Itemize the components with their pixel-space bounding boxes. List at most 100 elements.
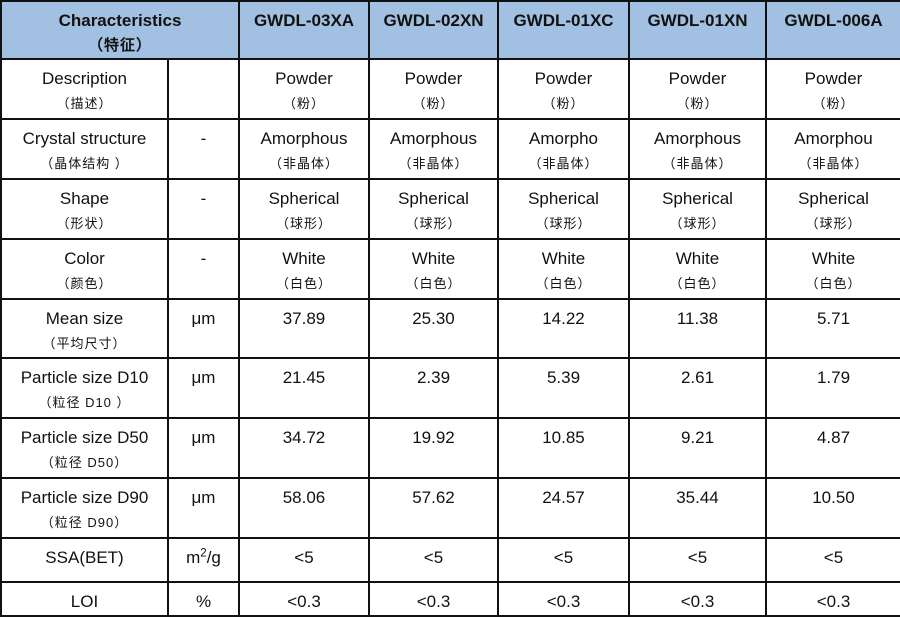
table-row: Shape （形状） - Spherical （球形） Spherical （球形） Sphe… — [0, 177, 900, 240]
value-cell: 9.21 — [628, 417, 767, 480]
value-cell: 19.92 — [368, 417, 499, 480]
value-cell: 24.57 — [497, 477, 630, 539]
value-cell: 34.72 — [238, 417, 370, 480]
value-cell: 25.30 — [368, 297, 499, 360]
table-row: Particle size D90 （粒径 D90） μm 58.06 57.62 24.… — [0, 477, 900, 539]
product-column-label: GWDL-01XN — [647, 11, 748, 30]
value-cell: 10.50 — [765, 477, 900, 539]
row-label-zh: （粒径 D50） — [40, 455, 129, 471]
row-unit-label: - — [200, 188, 207, 208]
value-text: Amorphous — [654, 128, 741, 148]
row-unit-label: μm — [191, 428, 216, 448]
value-text: 34.72 — [282, 428, 326, 448]
row-unit-cell — [167, 58, 240, 120]
value-text: White — [541, 248, 586, 268]
value-text: 10.50 — [812, 488, 855, 508]
row-label-zh: （粒径 D10 ） — [38, 395, 131, 411]
row-label-en: Crystal structure — [22, 128, 147, 148]
value-cell: <5 — [368, 537, 499, 583]
value-text-zh: （非晶体） — [528, 155, 599, 171]
value-text-zh: （非晶体） — [662, 155, 733, 171]
value-cell: Spherical （球形） — [238, 177, 370, 240]
value-cell: <5 — [238, 537, 370, 583]
row-unit-cell: - — [167, 117, 240, 180]
row-unit-cell: - — [167, 177, 240, 240]
row-unit-cell: μm — [167, 417, 240, 480]
value-text: Spherical — [662, 188, 733, 208]
value-text-zh: （非晶体） — [798, 155, 869, 171]
value-text: 5.39 — [546, 368, 581, 388]
row-label-cell: Particle size D50 （粒径 D50） — [0, 417, 169, 480]
row-label-cell: Shape （形状） — [0, 177, 169, 240]
row-unit-cell: % — [167, 581, 240, 617]
value-cell: 14.22 — [497, 297, 630, 360]
value-cell: Amorphous （非晶体） — [238, 117, 370, 180]
value-cell: 35.44 — [628, 477, 767, 539]
value-text: 21.45 — [282, 368, 326, 388]
value-text-zh: （粉） — [412, 96, 455, 111]
value-cell: 10.85 — [497, 417, 630, 480]
value-text: 58.06 — [282, 488, 326, 508]
table-row: Particle size D10 （粒径 D10 ） μm 21.45 2.39 5.3… — [0, 357, 900, 420]
value-text: Spherical — [798, 188, 869, 208]
table-body: Description （描述） Powder （粉） Powder （粉） Powder （… — [0, 58, 900, 617]
characteristics-header: Characteristics （特征） — [0, 0, 240, 60]
value-cell: Amorphous （非晶体） — [628, 117, 767, 180]
value-cell: Powder （粉） — [628, 58, 767, 120]
value-cell: <0.3 — [497, 581, 630, 617]
value-text: <0.3 — [680, 592, 715, 611]
row-label-cell: Crystal structure （晶体结构 ） — [0, 117, 169, 180]
value-cell: 5.71 — [765, 297, 900, 360]
row-unit-cell: m2/g — [167, 537, 240, 583]
value-cell: Powder （粉） — [765, 58, 900, 120]
value-text: 2.39 — [416, 368, 451, 388]
value-text: 5.71 — [816, 308, 851, 328]
row-label-cell: LOI — [0, 581, 169, 617]
row-label-zh: （描述） — [56, 96, 113, 111]
value-cell: <0.3 — [238, 581, 370, 617]
row-unit-label: μm — [191, 488, 216, 508]
row-unit-cell: μm — [167, 297, 240, 360]
table-row: Crystal structure （晶体结构 ） - Amorphous （非晶体） A… — [0, 117, 900, 180]
value-cell: <5 — [628, 537, 767, 583]
row-label-en: Shape — [59, 188, 110, 208]
product-column-header: GWDL-01XN — [628, 0, 767, 60]
row-unit-label: % — [195, 592, 212, 611]
row-label-en: Particle size D90 — [20, 488, 149, 508]
value-text: <5 — [423, 548, 444, 567]
value-cell: Spherical （球形） — [628, 177, 767, 240]
value-cell: 2.61 — [628, 357, 767, 420]
value-cell: White （白色） — [628, 237, 767, 300]
product-column-header: GWDL-006A — [765, 0, 900, 60]
value-text: Amorphous — [390, 128, 477, 148]
value-text-zh: （白色） — [669, 275, 726, 291]
value-text-zh: （球形） — [275, 215, 332, 231]
value-text: 35.44 — [676, 488, 719, 508]
row-label-zh: （颜色） — [56, 275, 113, 291]
row-unit-cell: μm — [167, 477, 240, 539]
value-text-zh: （白色） — [535, 275, 592, 291]
value-text: Powder — [275, 69, 333, 88]
value-text: 2.61 — [680, 368, 715, 388]
value-text: Powder — [804, 69, 863, 88]
value-text: <5 — [687, 548, 708, 567]
value-text: 4.87 — [816, 428, 851, 448]
product-column-label: GWDL-006A — [784, 11, 883, 30]
row-unit-label: - — [200, 248, 207, 268]
value-text: Amorphous — [260, 128, 348, 148]
value-cell: Amorpho （非晶体） — [497, 117, 630, 180]
value-text-zh: （粉） — [542, 96, 585, 111]
table-row: LOI% <0.3 <0.3 <0.3 <0.3 <0.3 — [0, 581, 900, 617]
row-unit-cell: - — [167, 237, 240, 300]
value-text: Powder — [668, 69, 727, 88]
value-text-zh: （白色） — [275, 275, 332, 291]
product-column-label: GWDL-03XA — [253, 11, 355, 30]
value-cell: <5 — [497, 537, 630, 583]
value-text: Amorphou — [794, 128, 873, 148]
value-cell: Amorphou （非晶体） — [765, 117, 900, 180]
value-text-zh: （球形） — [669, 215, 726, 231]
value-cell: Amorphous （非晶体） — [368, 117, 499, 180]
value-text: 1.79 — [816, 368, 851, 388]
table-row: SSA(BET) m2/g <5 <5 <5 <5 <5 — [0, 537, 900, 583]
row-label-cell: Particle size D10 （粒径 D10 ） — [0, 357, 169, 420]
